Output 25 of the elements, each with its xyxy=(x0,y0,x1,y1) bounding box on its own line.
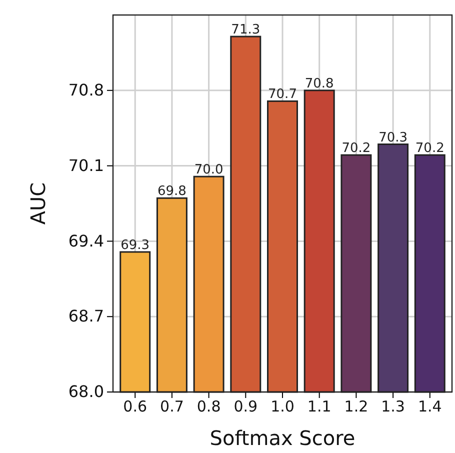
data-label: 70.8 xyxy=(304,76,334,92)
y-axis-title: AUC xyxy=(26,182,50,225)
data-label: 70.0 xyxy=(194,162,224,178)
data-label: 70.3 xyxy=(378,130,408,146)
x-tick-label: 0.7 xyxy=(160,398,184,416)
x-tick-label: 0.6 xyxy=(123,398,148,416)
x-tick-label: 1.2 xyxy=(344,398,368,416)
x-tick-label: 1.4 xyxy=(418,398,442,416)
x-tick-label: 1.0 xyxy=(270,398,294,416)
y-tick-label: 70.8 xyxy=(68,80,104,100)
data-label: 70.2 xyxy=(342,141,371,156)
y-tick-label: 68.7 xyxy=(68,306,104,326)
x-tick-label: 0.8 xyxy=(196,398,221,416)
data-label: 70.7 xyxy=(268,87,297,102)
x-tick-label: 1.1 xyxy=(307,398,332,416)
y-tick-label: 68.0 xyxy=(68,382,104,402)
data-label: 69.8 xyxy=(157,184,186,200)
data-label: 69.3 xyxy=(120,238,150,253)
x-tick-label: 0.9 xyxy=(234,398,258,416)
data-label: 70.2 xyxy=(415,141,444,156)
data-label: 71.3 xyxy=(231,22,260,38)
y-tick-label: 70.1 xyxy=(68,156,104,175)
x-tick-label: 1.3 xyxy=(381,398,405,416)
x-axis-title: Softmax Score xyxy=(210,426,356,450)
y-tick-label: 69.4 xyxy=(68,231,104,250)
